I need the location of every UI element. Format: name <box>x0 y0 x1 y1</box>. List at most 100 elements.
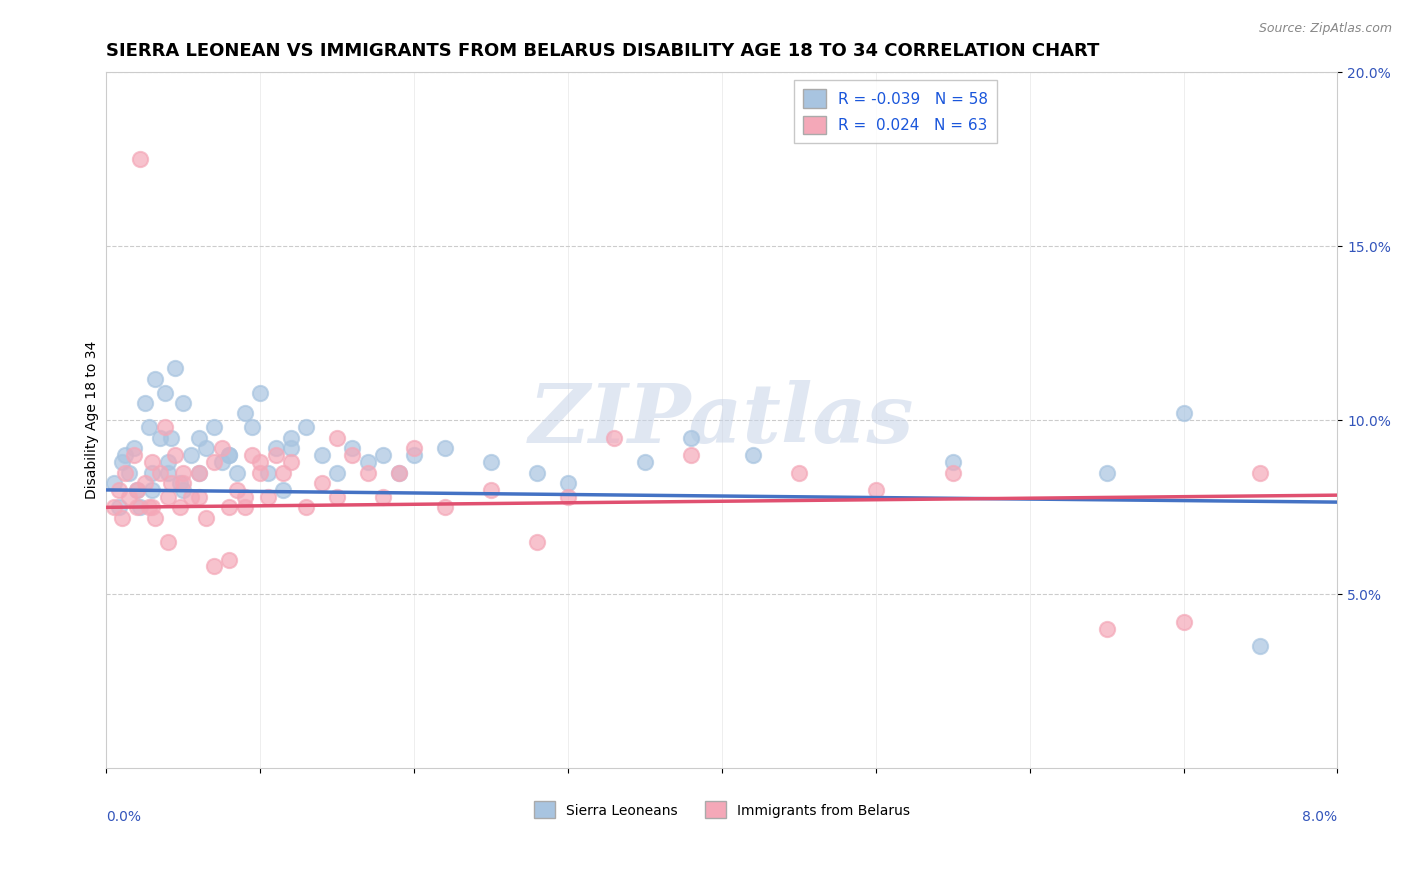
Point <box>145 510 167 524</box>
Point <box>388 466 411 480</box>
Point <box>107 500 129 515</box>
Point <box>103 475 125 490</box>
Point <box>218 448 240 462</box>
Point <box>180 448 202 462</box>
Point <box>557 490 579 504</box>
Point <box>172 466 194 480</box>
Point <box>202 559 225 574</box>
Point <box>295 500 318 515</box>
Point <box>433 500 456 515</box>
Point <box>1173 615 1195 629</box>
Point <box>111 455 134 469</box>
Point <box>195 441 218 455</box>
Point <box>122 441 145 455</box>
Legend: Sierra Leoneans, Immigrants from Belarus: Sierra Leoneans, Immigrants from Belarus <box>529 796 915 824</box>
Point <box>271 466 294 480</box>
Point <box>103 500 125 515</box>
Point <box>218 448 240 462</box>
Point <box>160 431 183 445</box>
Point <box>787 466 810 480</box>
Point <box>195 510 218 524</box>
Point <box>326 431 349 445</box>
Text: SIERRA LEONEAN VS IMMIGRANTS FROM BELARUS DISABILITY AGE 18 TO 34 CORRELATION CH: SIERRA LEONEAN VS IMMIGRANTS FROM BELARU… <box>107 42 1099 60</box>
Point <box>1095 622 1118 636</box>
Point <box>211 441 233 455</box>
Point <box>326 466 349 480</box>
Point <box>156 535 179 549</box>
Point <box>311 475 333 490</box>
Point <box>129 500 152 515</box>
Point <box>357 455 380 469</box>
Point <box>138 420 160 434</box>
Point <box>433 441 456 455</box>
Point <box>141 455 163 469</box>
Point <box>153 420 176 434</box>
Point <box>603 431 626 445</box>
Point <box>233 406 256 420</box>
Point <box>264 441 287 455</box>
Point <box>679 431 702 445</box>
Point <box>145 371 167 385</box>
Point <box>326 490 349 504</box>
Point <box>249 385 271 400</box>
Point <box>165 361 187 376</box>
Point <box>1095 466 1118 480</box>
Point <box>149 466 172 480</box>
Point <box>165 448 187 462</box>
Point <box>180 490 202 504</box>
Point <box>402 448 425 462</box>
Point <box>557 475 579 490</box>
Point <box>156 490 179 504</box>
Point <box>526 466 548 480</box>
Point <box>122 448 145 462</box>
Point <box>169 475 191 490</box>
Point <box>172 475 194 490</box>
Point <box>249 466 271 480</box>
Point <box>156 455 179 469</box>
Point <box>402 441 425 455</box>
Point <box>107 483 129 497</box>
Point <box>357 466 380 480</box>
Point <box>153 385 176 400</box>
Point <box>149 431 172 445</box>
Point <box>187 466 209 480</box>
Point <box>280 455 302 469</box>
Point <box>280 441 302 455</box>
Point <box>218 500 240 515</box>
Text: 8.0%: 8.0% <box>1302 810 1337 824</box>
Point <box>118 490 141 504</box>
Point <box>160 475 183 490</box>
Point <box>249 455 271 469</box>
Point <box>111 510 134 524</box>
Point <box>271 483 294 497</box>
Point <box>138 500 160 515</box>
Y-axis label: Disability Age 18 to 34: Disability Age 18 to 34 <box>86 342 100 500</box>
Point <box>156 466 179 480</box>
Point <box>388 466 411 480</box>
Text: ZIPatlas: ZIPatlas <box>529 380 914 460</box>
Text: 0.0%: 0.0% <box>107 810 141 824</box>
Point <box>129 153 152 167</box>
Point <box>141 500 163 515</box>
Point <box>226 466 249 480</box>
Point <box>134 396 156 410</box>
Point <box>242 420 264 434</box>
Point <box>1249 466 1271 480</box>
Point <box>679 448 702 462</box>
Point <box>233 500 256 515</box>
Point <box>256 466 278 480</box>
Point <box>479 483 502 497</box>
Point <box>172 483 194 497</box>
Point <box>479 455 502 469</box>
Text: Source: ZipAtlas.com: Source: ZipAtlas.com <box>1258 22 1392 36</box>
Point <box>280 431 302 445</box>
Point <box>634 455 657 469</box>
Point <box>741 448 763 462</box>
Point <box>114 466 136 480</box>
Point <box>141 483 163 497</box>
Point <box>233 490 256 504</box>
Point <box>242 448 264 462</box>
Point <box>202 420 225 434</box>
Point <box>342 441 364 455</box>
Point <box>311 448 333 462</box>
